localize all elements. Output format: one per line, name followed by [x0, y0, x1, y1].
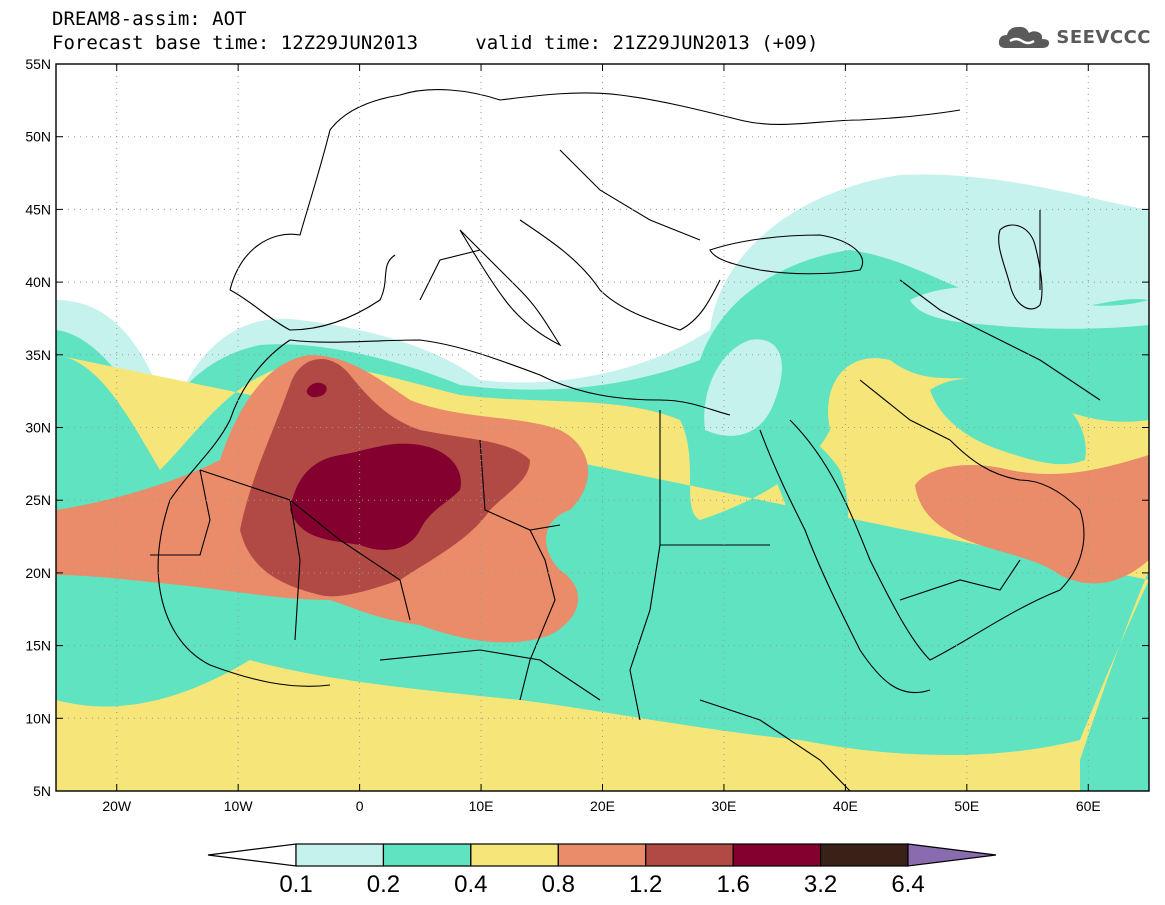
lon-label-20W: 20W [102, 798, 132, 814]
lon-label-30E: 30E [711, 798, 736, 814]
border-13 [559, 149, 701, 241]
black-sea-coast [709, 234, 863, 275]
lon-label-10E: 10E [469, 798, 494, 814]
border-6 [629, 544, 661, 721]
border-5 [519, 529, 556, 701]
border-12 [419, 249, 481, 301]
aot-level-0.2-redsea [760, 427, 849, 570]
lon-label-0: 0 [356, 798, 364, 814]
lat-label-35N: 35N [25, 347, 51, 363]
aot-level-0.2-gulf [930, 378, 1086, 465]
lat-label-50N: 50N [25, 129, 51, 145]
aot-level-0.8-arabia [915, 455, 1149, 584]
cloud-icon [999, 26, 1050, 48]
valid-time: valid time: 21Z29JUN2013 (+09) [475, 32, 819, 54]
colorbar-box-6 [732, 843, 822, 867]
lat-label-40N: 40N [25, 274, 51, 290]
lat-label-10N: 10N [25, 710, 51, 726]
border-1 [199, 469, 411, 621]
aot-level-0.1-pocket [704, 339, 782, 436]
lat-label-25N: 25N [25, 492, 51, 508]
lat-label-30N: 30N [25, 420, 51, 436]
africa-west-coast [157, 339, 331, 687]
iberia-coast [229, 254, 396, 331]
lat-label-55N: 55N [25, 56, 51, 72]
colorbar-label-0.1: 0.1 [279, 871, 312, 898]
colorbar-box-5 [645, 843, 734, 867]
border-2 [289, 499, 301, 641]
axis-ticks: 20W 10W 0 10E 20E 30E 40E 50E 60E 55N 50N 45N 40N 35N… [25, 56, 1149, 814]
colorbar: 0.1 0.2 0.4 0.8 1.2 1.6 3.2 6.4 [207, 843, 997, 898]
colorbar-under [207, 843, 297, 867]
aot-level-1.6-atlas [306, 382, 327, 398]
border-14 [899, 279, 1101, 401]
border-10 [379, 649, 601, 701]
balkans-coast [519, 219, 721, 331]
red-sea-coast [759, 429, 931, 694]
lon-label-10W: 10W [224, 798, 254, 814]
colorbar-label-3.2: 3.2 [804, 871, 837, 898]
seevccc-logo: SEEVCCC [996, 22, 1151, 52]
italy-coast [459, 229, 562, 347]
map-title: DREAM8-assim: AOT [52, 8, 247, 30]
colorbar-box-4 [557, 843, 647, 867]
colorbar-label-6.4: 6.4 [891, 871, 924, 898]
lat-label-5N: 5N [33, 783, 51, 799]
aot-level-0.4 [56, 355, 1149, 791]
coastlines [150, 89, 1101, 791]
lon-label-50E: 50E [954, 798, 979, 814]
aot-level-0.1-caspian [910, 286, 1149, 329]
logo-text: SEEVCCC [1056, 26, 1151, 48]
caspian-coast [998, 224, 1043, 310]
colorbar-box-3 [470, 843, 559, 867]
lon-label-20E: 20E [590, 798, 615, 814]
colorbar-box-7 [819, 843, 909, 867]
border-7 [150, 469, 211, 556]
colorbar-label-0.2: 0.2 [367, 871, 400, 898]
lat-label-15N: 15N [25, 638, 51, 654]
lat-label-45N: 45N [25, 201, 51, 217]
colorbar-box-1 [295, 843, 385, 867]
lon-label-40E: 40E [833, 798, 858, 814]
colorbar-label-1.2: 1.2 [629, 871, 662, 898]
forecast-time-line: Forecast base time: 12Z29JUN2013 valid t… [52, 32, 818, 54]
colorbar-over [907, 843, 997, 867]
north-africa-coast [289, 339, 731, 416]
border-11 [699, 699, 851, 791]
colorbar-label-1.6: 1.6 [716, 871, 749, 898]
colorbar-box-2 [382, 843, 472, 867]
aot-level-1.6 [290, 443, 461, 550]
aot-fields [56, 64, 1149, 791]
arabia-coast [789, 419, 1085, 661]
border-8 [859, 379, 951, 441]
colorbar-label-0.4: 0.4 [454, 871, 487, 898]
base-time: Forecast base time: 12Z29JUN2013 [52, 32, 419, 54]
border-9 [899, 559, 1021, 601]
lon-label-60E: 60E [1076, 798, 1101, 814]
border-3 [479, 439, 561, 531]
europe-coast [229, 89, 961, 291]
colorbar-label-0.8: 0.8 [542, 871, 575, 898]
lat-label-20N: 20N [25, 565, 51, 581]
